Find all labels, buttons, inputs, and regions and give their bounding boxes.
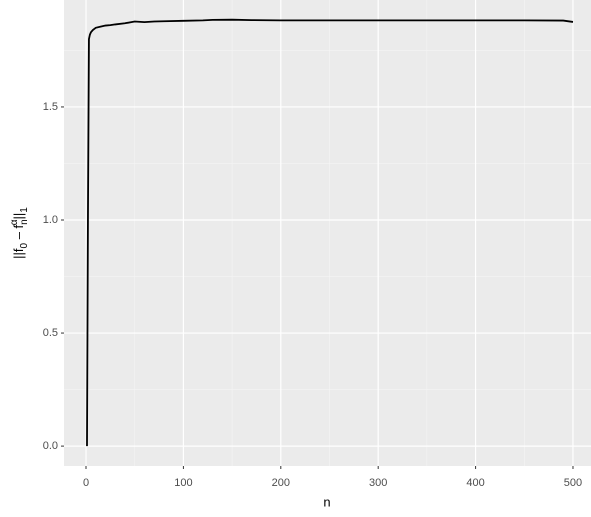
x-axis-title: n bbox=[323, 494, 330, 509]
x-tick-label: 400 bbox=[466, 477, 484, 489]
y-tick-label: 0.0 bbox=[43, 440, 58, 452]
grid bbox=[64, 0, 591, 466]
y-title-sup: α bbox=[9, 219, 20, 225]
y-tick-label: 0.5 bbox=[43, 327, 58, 339]
y-tick-label: 1.5 bbox=[43, 101, 58, 113]
line bbox=[86, 18, 574, 447]
y-title-part: – f bbox=[11, 224, 26, 242]
x-tick-label: 300 bbox=[369, 477, 387, 489]
y-title-part: || bbox=[11, 213, 26, 220]
y-title-sub: n bbox=[19, 219, 30, 225]
x-tick-label: 100 bbox=[174, 477, 192, 489]
x-tick-label: 500 bbox=[564, 477, 582, 489]
y-title-sub: 0 bbox=[19, 242, 30, 248]
x-tick-label: 0 bbox=[83, 477, 89, 489]
y-title-sub: 1 bbox=[19, 207, 30, 213]
y-title-part: ||f bbox=[11, 248, 26, 259]
y-tick-label: 1.0 bbox=[43, 214, 58, 226]
panel bbox=[64, 0, 591, 466]
y-axis-title: ||f0 – fnα||1 bbox=[9, 207, 30, 259]
x-tick-label: 200 bbox=[272, 477, 290, 489]
